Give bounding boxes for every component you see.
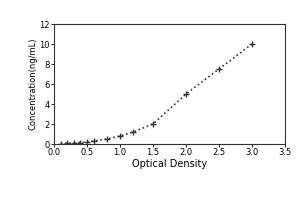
Y-axis label: Concentration(ng/mL): Concentration(ng/mL) [29,38,38,130]
X-axis label: Optical Density: Optical Density [132,159,207,169]
